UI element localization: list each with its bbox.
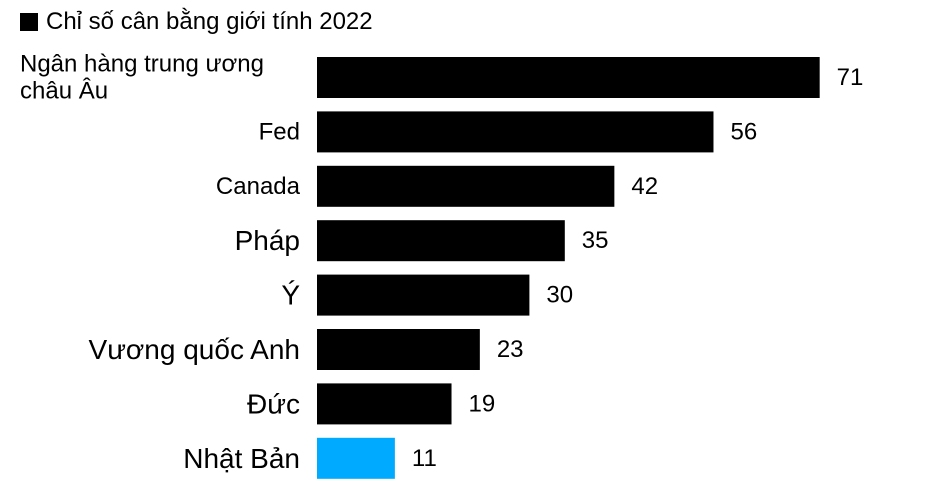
- category-label: Canada: [216, 173, 301, 200]
- category-label: Fed: [259, 118, 300, 145]
- bar-value-label: 42: [631, 173, 658, 200]
- bar: [317, 111, 714, 153]
- legend-swatch: [20, 13, 38, 31]
- bar: [317, 274, 530, 316]
- bars-group: [317, 57, 820, 479]
- category-label: Ý: [281, 280, 300, 311]
- category-labels-group: Ngân hàng trung ương châu Âu Fed Canada Pháp…: [20, 51, 301, 474]
- bar: [317, 329, 480, 370]
- bar: [317, 437, 395, 479]
- bar-value-label: 11: [412, 445, 437, 472]
- bar-value-label: 35: [582, 227, 609, 254]
- category-label: Vương quốc Anh: [89, 334, 300, 365]
- category-label: Đức: [247, 388, 300, 419]
- bar-value-label: 19: [469, 390, 496, 417]
- legend-label: Chỉ số cân bằng giới tính 2022: [46, 8, 373, 35]
- bar: [317, 220, 565, 262]
- bar-value-label: 71: [837, 64, 864, 91]
- legend: Chỉ số cân bằng giới tính 2022: [20, 8, 373, 36]
- bar-value-label: 30: [546, 282, 573, 309]
- category-label: Nhật Bản: [183, 443, 300, 474]
- bar: [317, 165, 615, 207]
- category-label: Ngân hàng trung ương châu Âu: [20, 51, 264, 105]
- bar-value-label: 56: [730, 118, 757, 145]
- bar-value-label: 23: [497, 336, 524, 363]
- bar: [317, 57, 820, 98]
- bar: [317, 383, 452, 425]
- category-label: Pháp: [235, 225, 300, 256]
